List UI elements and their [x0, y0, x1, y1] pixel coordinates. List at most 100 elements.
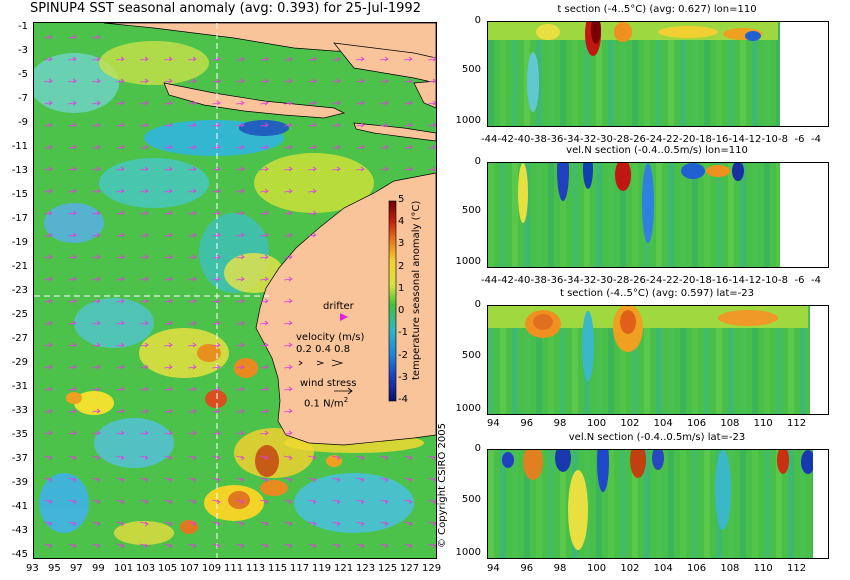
- map-y-tick: -17: [11, 213, 28, 224]
- map-x-tick: 125: [378, 563, 398, 574]
- wind-arrow: [115, 320, 125, 326]
- wind-arrow: [235, 254, 245, 260]
- section-stripe: [608, 450, 614, 558]
- wind-arrow: [67, 166, 77, 172]
- section-stripe: [560, 163, 566, 267]
- section-stripe: [512, 22, 518, 126]
- section-stripe: [680, 163, 686, 267]
- map-x-tick: 101: [114, 563, 134, 574]
- section-stripe: [608, 22, 614, 126]
- wind-arrow: [91, 455, 101, 461]
- wind-arrow: [307, 144, 317, 150]
- wind-arrow: [115, 455, 125, 461]
- wind-arrow: [427, 144, 436, 150]
- wind-arrow: [235, 386, 245, 392]
- wind-arrow: [187, 320, 197, 326]
- section-x-tick: -10: [761, 275, 778, 286]
- wind-arrow: [379, 78, 389, 84]
- wind-arrow: [115, 100, 125, 106]
- wind-arrow: [403, 122, 413, 128]
- wind-arrow: [331, 521, 341, 527]
- section-x-tick: -12: [745, 134, 762, 145]
- wind-arrow: [283, 430, 293, 436]
- section-x-tick: 104: [653, 418, 673, 429]
- section-stripe: [764, 450, 770, 558]
- section-stripe: [596, 450, 602, 558]
- wind-arrow: [139, 78, 149, 84]
- wind-arrow: [91, 232, 101, 238]
- wind-arrow: [331, 166, 341, 172]
- wind-arrow: [307, 210, 317, 216]
- section-x-tick: -24: [646, 275, 663, 286]
- section-feature: [523, 450, 543, 480]
- wind-arrow: [187, 298, 197, 304]
- section-y-tick: 0: [474, 156, 481, 167]
- section-stripe: [704, 450, 710, 558]
- wind-arrow: [427, 78, 436, 84]
- map-y-tick: -35: [11, 429, 28, 440]
- wind-arrow: [91, 298, 101, 304]
- wind-arrow: [259, 320, 269, 326]
- wind-arrow: [67, 276, 77, 282]
- section-x-tick: -28: [613, 275, 630, 286]
- map-x-tick: 123: [356, 563, 376, 574]
- wind-arrow: [115, 430, 125, 436]
- section-x-tick: 110: [753, 418, 773, 429]
- map-x-tick: 99: [92, 563, 105, 574]
- wind-arrow: [139, 543, 149, 549]
- wind-arrow: [163, 477, 173, 483]
- map-y-tick: -29: [11, 357, 28, 368]
- section-feature: [777, 450, 789, 474]
- section-feature: [681, 163, 705, 179]
- velocity-legend-arrows: [298, 359, 344, 367]
- section-x-tick: -30: [596, 275, 613, 286]
- wind-arrow: [163, 298, 173, 304]
- wind-arrow: [163, 320, 173, 326]
- wind-arrow: [163, 254, 173, 260]
- section-y-tick: 1000: [455, 546, 481, 558]
- section-title: t section (-4..5°C) (avg: 0.627) lon=110: [557, 4, 757, 15]
- wind-arrow: [43, 386, 53, 392]
- section-y-tick: 500: [461, 493, 481, 505]
- wind-arrow: [67, 386, 77, 392]
- section-stripe: [548, 22, 554, 126]
- colorbar-tick: 4: [398, 216, 405, 228]
- section-x-tick: 96: [520, 418, 534, 429]
- section-x-tick: -6: [794, 134, 805, 145]
- wind-arrow: [43, 320, 53, 326]
- wind-arrow: [67, 455, 77, 461]
- section-stripe: [656, 306, 662, 414]
- section-stripe: [548, 306, 554, 414]
- section-stripe: [488, 450, 494, 558]
- wind-arrow: [91, 477, 101, 483]
- wind-arrow: [115, 298, 125, 304]
- wind-arrow: [283, 364, 293, 370]
- wind-arrow: [379, 543, 389, 549]
- section-stripe: [752, 163, 758, 267]
- wind-arrow: [283, 188, 293, 194]
- section-x-tick: 108: [720, 418, 740, 429]
- section-stripe: [776, 450, 782, 558]
- wind-arrow: [187, 342, 197, 348]
- wind-arrow: [211, 342, 221, 348]
- section-x-tick: 100: [587, 563, 607, 574]
- section-x-tick: -8: [778, 275, 788, 286]
- section-feature: [614, 22, 632, 42]
- wind-arrow: [235, 499, 245, 505]
- section-stripe: [632, 450, 638, 558]
- section-feature: [715, 450, 731, 530]
- wind-arrow: [43, 78, 53, 84]
- wind-arrow: [43, 342, 53, 348]
- wind-arrow: [43, 298, 53, 304]
- wind-arrow: [355, 543, 365, 549]
- section-stripe: [644, 450, 650, 558]
- wind-arrow: [163, 166, 173, 172]
- wind-arrow: [235, 430, 245, 436]
- section-x-tick: 106: [687, 563, 707, 574]
- wind-arrow: [211, 100, 221, 106]
- section-x-tick: -18: [695, 134, 712, 145]
- wind-arrow: [91, 386, 101, 392]
- wind-arrow: [355, 166, 365, 172]
- wind-arrow: [139, 100, 149, 106]
- wind-arrow: [43, 276, 53, 282]
